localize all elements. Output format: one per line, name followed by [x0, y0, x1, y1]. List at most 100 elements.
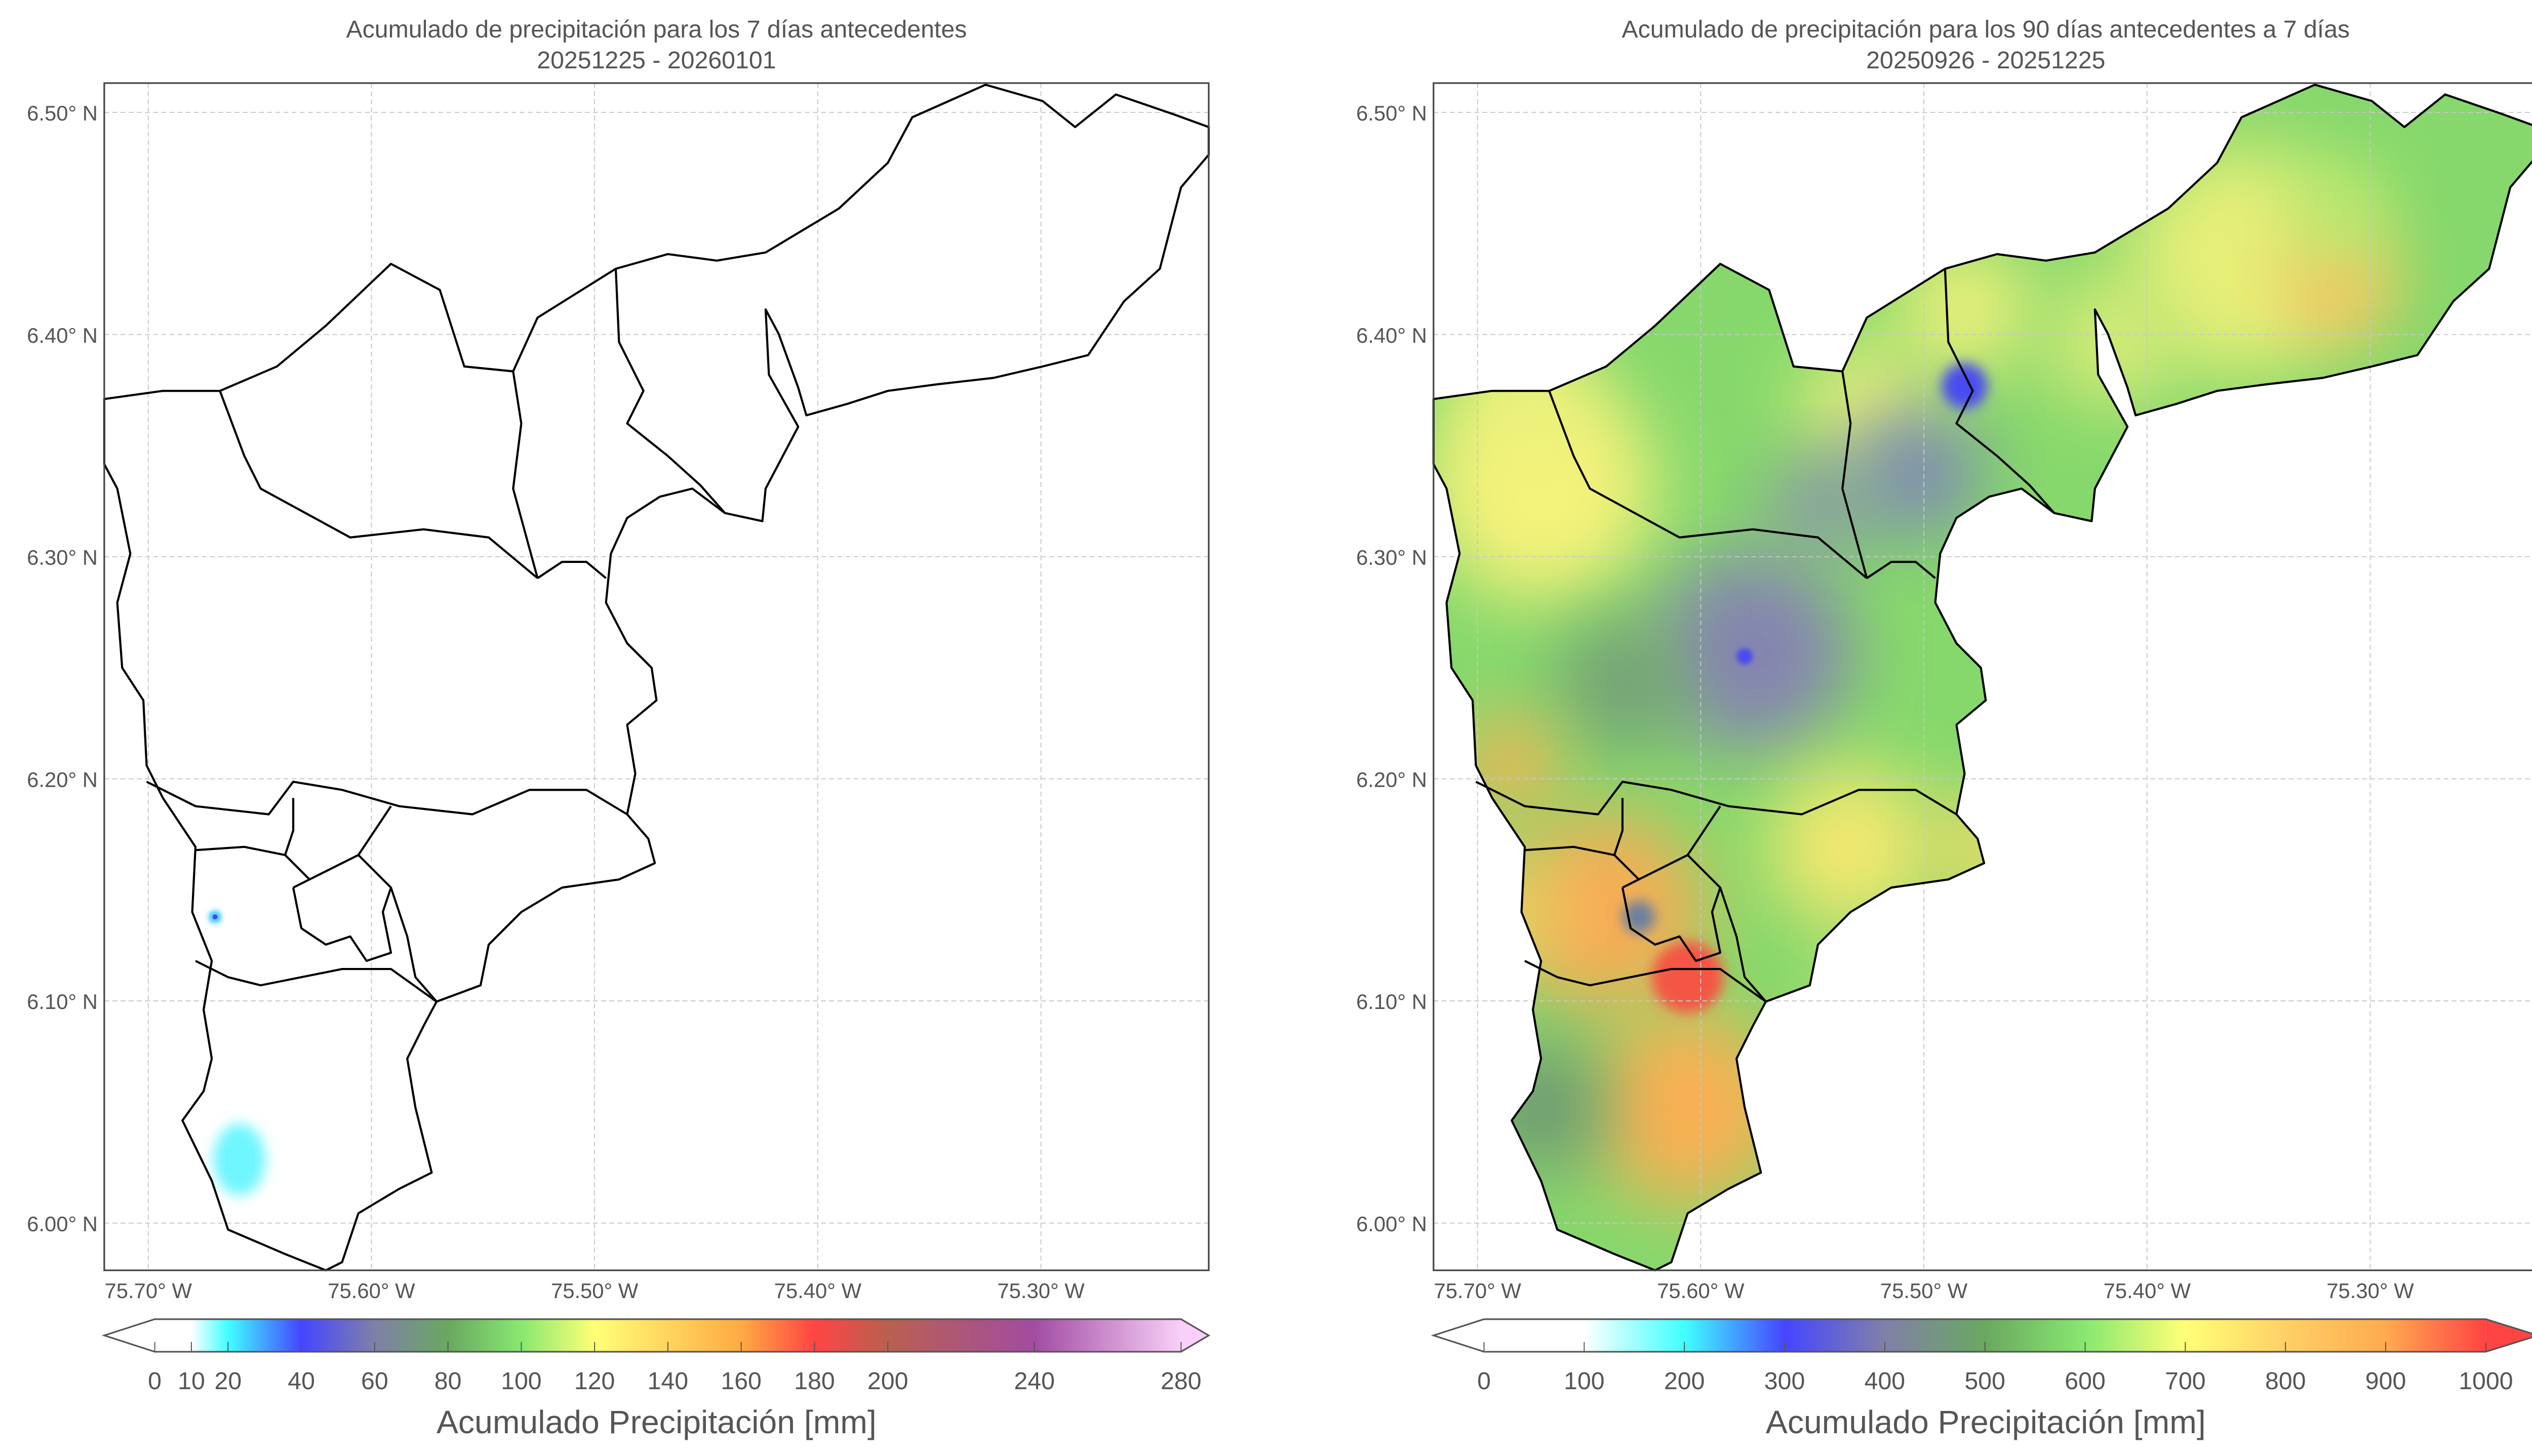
colorbar-tick-label: 200	[867, 1367, 908, 1395]
y-tick-label: 6.20° N	[27, 767, 98, 791]
axes-frame	[1433, 82, 2532, 1271]
field-blob	[1508, 814, 1704, 1010]
colorbar-tick-label: 0	[148, 1367, 162, 1395]
y-tick-label: 6.00° N	[27, 1212, 98, 1236]
municipal-boundary	[1621, 854, 1722, 962]
field-peak	[212, 914, 218, 919]
colorbar-outline	[1431, 1318, 2532, 1353]
colorbar-tick-label: 300	[1764, 1367, 1805, 1395]
y-tick-label: 6.20° N	[1356, 767, 1427, 791]
colorbar-tick-label: 20	[215, 1367, 242, 1395]
panel-subtitle: 20250926 - 20251225	[1866, 47, 2105, 74]
y-tick-label: 6.10° N	[27, 990, 98, 1014]
municipal-boundary	[292, 854, 392, 962]
municipal-boundary	[1524, 960, 1767, 1003]
municipal-boundary	[1866, 560, 1936, 579]
field-peak	[1736, 648, 1753, 665]
municipal-boundary	[390, 887, 438, 1002]
colorbar-label: Acumulado Precipitación [mm]	[437, 1404, 877, 1440]
municipal-boundary	[284, 805, 392, 881]
municipal-boundary	[1548, 390, 1868, 579]
colorbar-tick-label: 240	[1014, 1367, 1055, 1395]
field-blob	[1459, 342, 1590, 472]
x-tick-label: 75.50° W	[1880, 1279, 1968, 1303]
precipitation-field	[1433, 85, 2532, 1271]
y-tick-label: 6.30° N	[27, 546, 98, 570]
axes-frame	[103, 82, 1210, 1271]
field-blob	[213, 1123, 266, 1196]
y-tick-label: 6.50° N	[1356, 101, 1427, 125]
y-tick-label: 6.50° N	[27, 101, 98, 125]
municipal-boundary	[1841, 371, 1868, 579]
colorbar-tick-label: 40	[288, 1367, 315, 1395]
colorbar-tick-label: 160	[721, 1367, 762, 1395]
region-outline	[103, 84, 1210, 1272]
field-peak	[1942, 363, 1988, 409]
municipal-boundary	[195, 960, 438, 1003]
colorbar-tick-label: 200	[1664, 1367, 1705, 1395]
colorbar-label: Acumulado Precipitación [mm]	[1766, 1404, 2206, 1440]
colorbar-tick-label: 10	[178, 1367, 205, 1395]
colorbar-tick-label: 280	[1161, 1367, 1202, 1395]
x-tick-label: 75.40° W	[774, 1279, 862, 1303]
colorbar-tick-label: 700	[2165, 1367, 2206, 1395]
colorbar-tick-label: 1000	[2459, 1367, 2513, 1395]
colorbar-tick-label: 60	[361, 1367, 388, 1395]
x-tick-label: 75.70° W	[1434, 1279, 1521, 1303]
field-blob	[1850, 407, 1981, 538]
municipal-boundary	[537, 560, 607, 579]
colorbar-outline	[101, 1318, 1211, 1353]
x-tick-label: 75.30° W	[997, 1279, 1085, 1303]
municipal-boundary	[1944, 268, 2055, 514]
field-blob	[1459, 863, 1558, 961]
y-tick-label: 6.30° N	[1356, 546, 1427, 570]
municipal-boundary	[1622, 878, 1640, 889]
x-tick-label: 75.60° W	[328, 1279, 415, 1303]
colorbar-tick-label: 100	[501, 1367, 542, 1395]
x-tick-label: 75.50° W	[551, 1279, 639, 1303]
precipitation-field	[104, 85, 1209, 1271]
x-tick-label: 75.70° W	[105, 1279, 192, 1303]
panel-title: Acumulado de precipitación para los 90 d…	[1621, 16, 2350, 43]
municipal-boundary	[1475, 781, 1957, 816]
field-blob	[2282, 228, 2396, 342]
region-outline	[1432, 84, 2532, 1272]
colorbar-tick-label: 80	[434, 1367, 462, 1395]
colorbar-extend-max	[2485, 1319, 2532, 1352]
panel-subtitle: 20251225 - 20260101	[537, 47, 776, 74]
map-panel-90-days: Acumulado de precipitación para los 90 d…	[1356, 16, 2532, 1440]
municipal-boundary	[1613, 805, 1721, 881]
colorbar-tick-label: 100	[1564, 1367, 1605, 1395]
colorbar-tick-label: 400	[1865, 1367, 1906, 1395]
x-tick-label: 75.60° W	[1657, 1279, 1745, 1303]
y-tick-label: 6.00° N	[1356, 1212, 1427, 1236]
municipal-boundary	[146, 781, 628, 816]
colorbar-extend-min	[1433, 1319, 1484, 1352]
colorbar-extend-max	[1181, 1319, 1209, 1352]
x-tick-label: 75.30° W	[2326, 1279, 2414, 1303]
colorbar-tick-label: 140	[648, 1367, 689, 1395]
municipal-boundary	[293, 878, 310, 889]
field-blob	[1834, 944, 1965, 1075]
panel-title: Acumulado de precipitación para los 7 dí…	[346, 16, 967, 43]
field-peak	[1651, 941, 1724, 1013]
field-blob	[1655, 553, 1851, 749]
y-tick-label: 6.40° N	[1356, 323, 1427, 347]
colorbar-extend-min	[104, 1319, 155, 1352]
colorbar-tick-label: 0	[1477, 1367, 1491, 1395]
field-blob	[2290, 163, 2388, 261]
municipal-boundary	[614, 268, 726, 514]
colorbar-tick-label: 120	[574, 1367, 615, 1395]
colorbar-tick-label: 180	[794, 1367, 835, 1395]
y-tick-label: 6.10° N	[1356, 990, 1427, 1014]
municipal-boundary	[219, 390, 538, 579]
colorbar-tick-label: 800	[2265, 1367, 2306, 1395]
colorbar-tick-label: 500	[1964, 1367, 2005, 1395]
x-tick-label: 75.40° W	[2104, 1279, 2191, 1303]
colorbar-tick-label: 900	[2365, 1367, 2406, 1395]
map-panel-7-days: Acumulado de precipitación para los 7 dí…	[27, 16, 1211, 1440]
field-blob	[1557, 619, 1688, 749]
colorbar-tick-label: 600	[2065, 1367, 2106, 1395]
municipal-boundary	[512, 371, 539, 579]
